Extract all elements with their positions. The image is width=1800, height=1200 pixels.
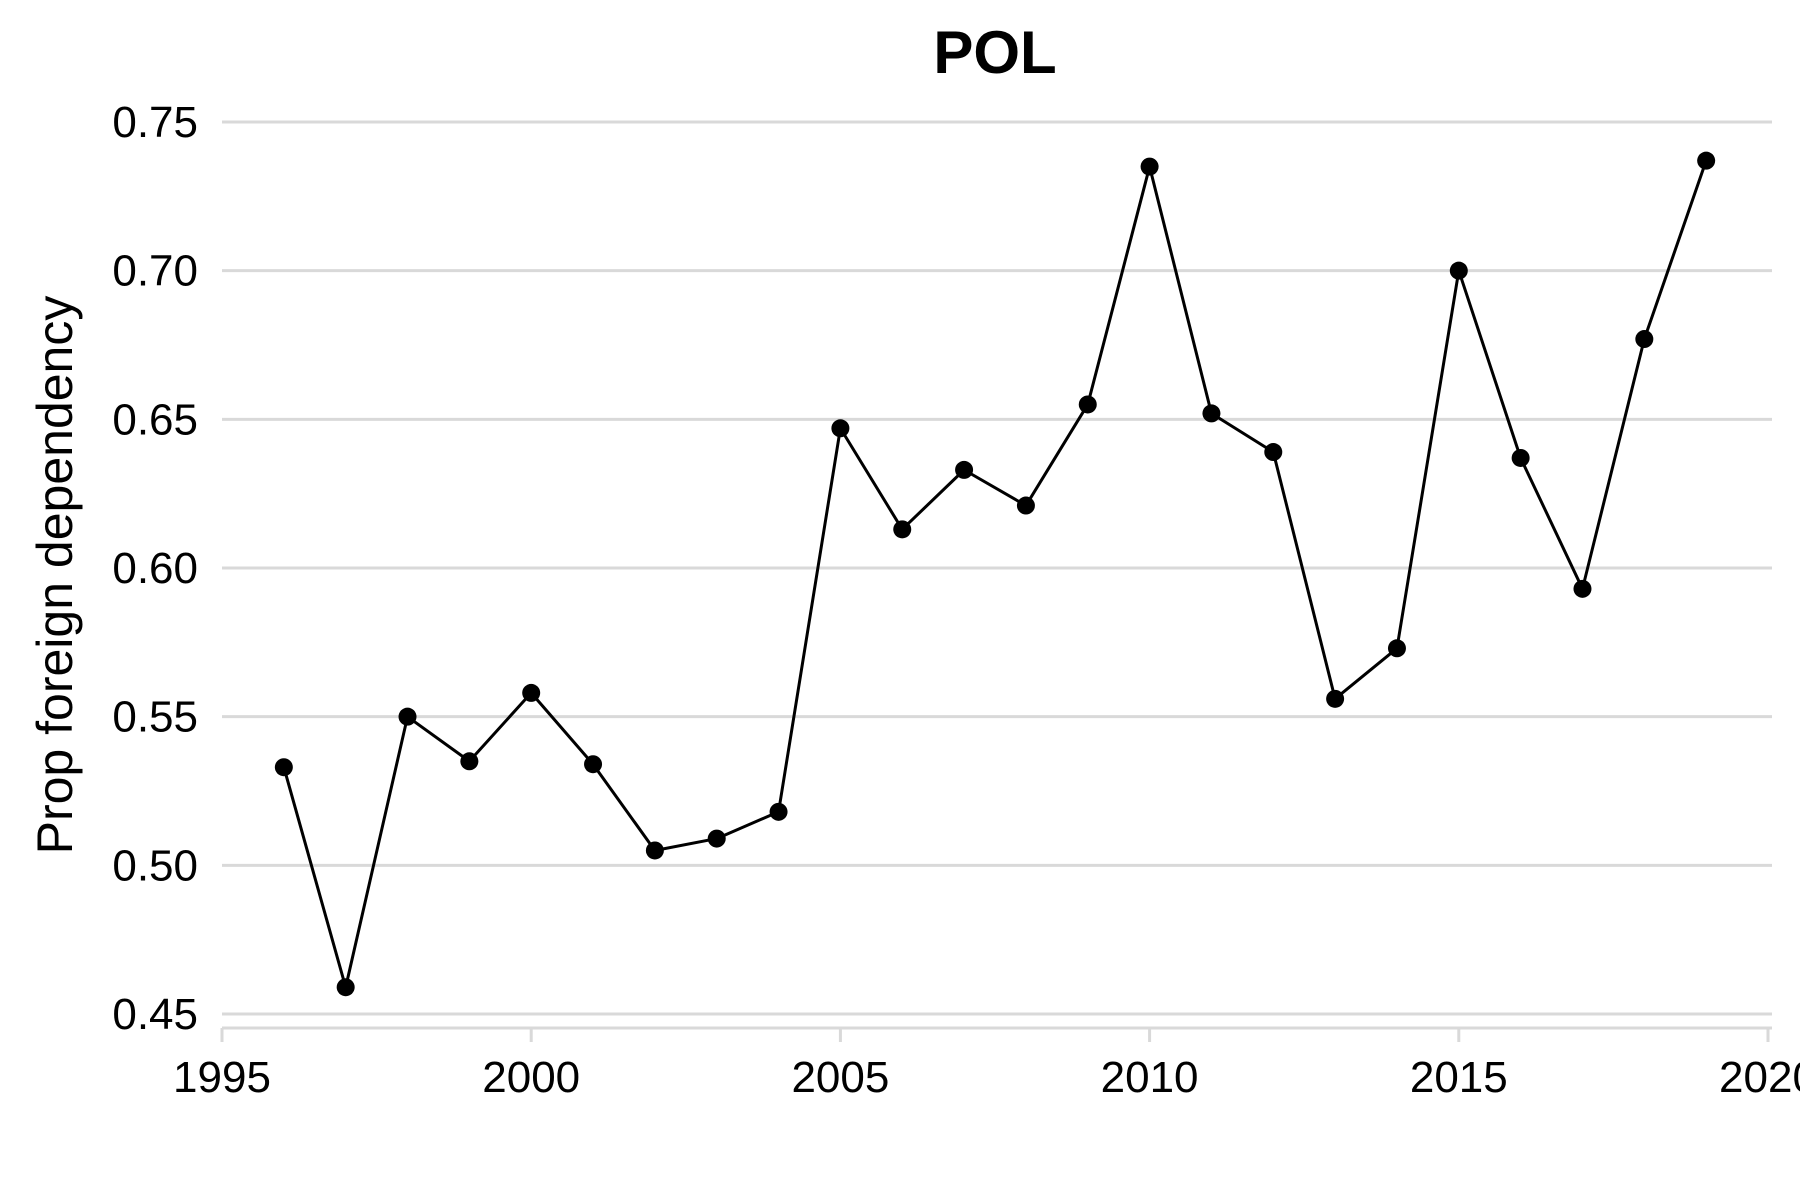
y-tick-label: 0.65 — [112, 395, 198, 444]
y-tick-label: 0.55 — [112, 693, 198, 742]
data-point — [398, 707, 417, 726]
data-point — [1449, 261, 1468, 280]
y-tick-label: 0.45 — [112, 990, 198, 1039]
data-point — [522, 683, 541, 702]
data-point — [1078, 395, 1097, 414]
x-axis — [220, 1026, 1772, 1042]
x-tick-label: 1995 — [173, 1053, 271, 1102]
y-axis-title: Prop foreign dependency — [27, 296, 83, 855]
data-point — [1697, 151, 1716, 170]
data-point — [645, 841, 664, 860]
data-point — [274, 758, 293, 777]
data-point — [1326, 689, 1345, 708]
data-point — [1387, 639, 1406, 658]
y-tick-label: 0.70 — [112, 247, 198, 296]
y-tick-label: 0.75 — [112, 98, 198, 147]
x-tick-label: 2000 — [482, 1053, 580, 1102]
grid-lines — [222, 120, 1772, 1016]
data-point — [460, 752, 479, 771]
data-point — [1573, 579, 1592, 598]
y-tick-label: 0.60 — [112, 544, 198, 593]
data-point — [1635, 330, 1654, 349]
data-point — [893, 520, 912, 539]
data-point — [831, 419, 850, 438]
data-point — [1511, 448, 1530, 467]
data-point — [1264, 443, 1283, 462]
data-point — [1140, 157, 1159, 176]
x-tick-label: 2020 — [1719, 1053, 1800, 1102]
data-point — [1202, 404, 1221, 423]
series — [274, 151, 1716, 997]
data-point — [955, 460, 974, 479]
data-point — [584, 755, 603, 774]
x-tick-label: 2005 — [791, 1053, 889, 1102]
data-point — [769, 802, 788, 821]
x-tick-label: 2015 — [1410, 1053, 1508, 1102]
tick-labels: 0.45 0.50 0.55 0.60 0.65 0.70 0.75 1995 2000 2005… — [112, 98, 1800, 1102]
x-tick-label: 2010 — [1101, 1053, 1199, 1102]
chart-title: POL — [933, 19, 1056, 86]
data-point — [336, 978, 355, 997]
y-tick-label: 0.50 — [112, 841, 198, 890]
data-point — [1016, 496, 1035, 515]
data-point — [707, 829, 726, 848]
series-line — [282, 160, 1708, 989]
